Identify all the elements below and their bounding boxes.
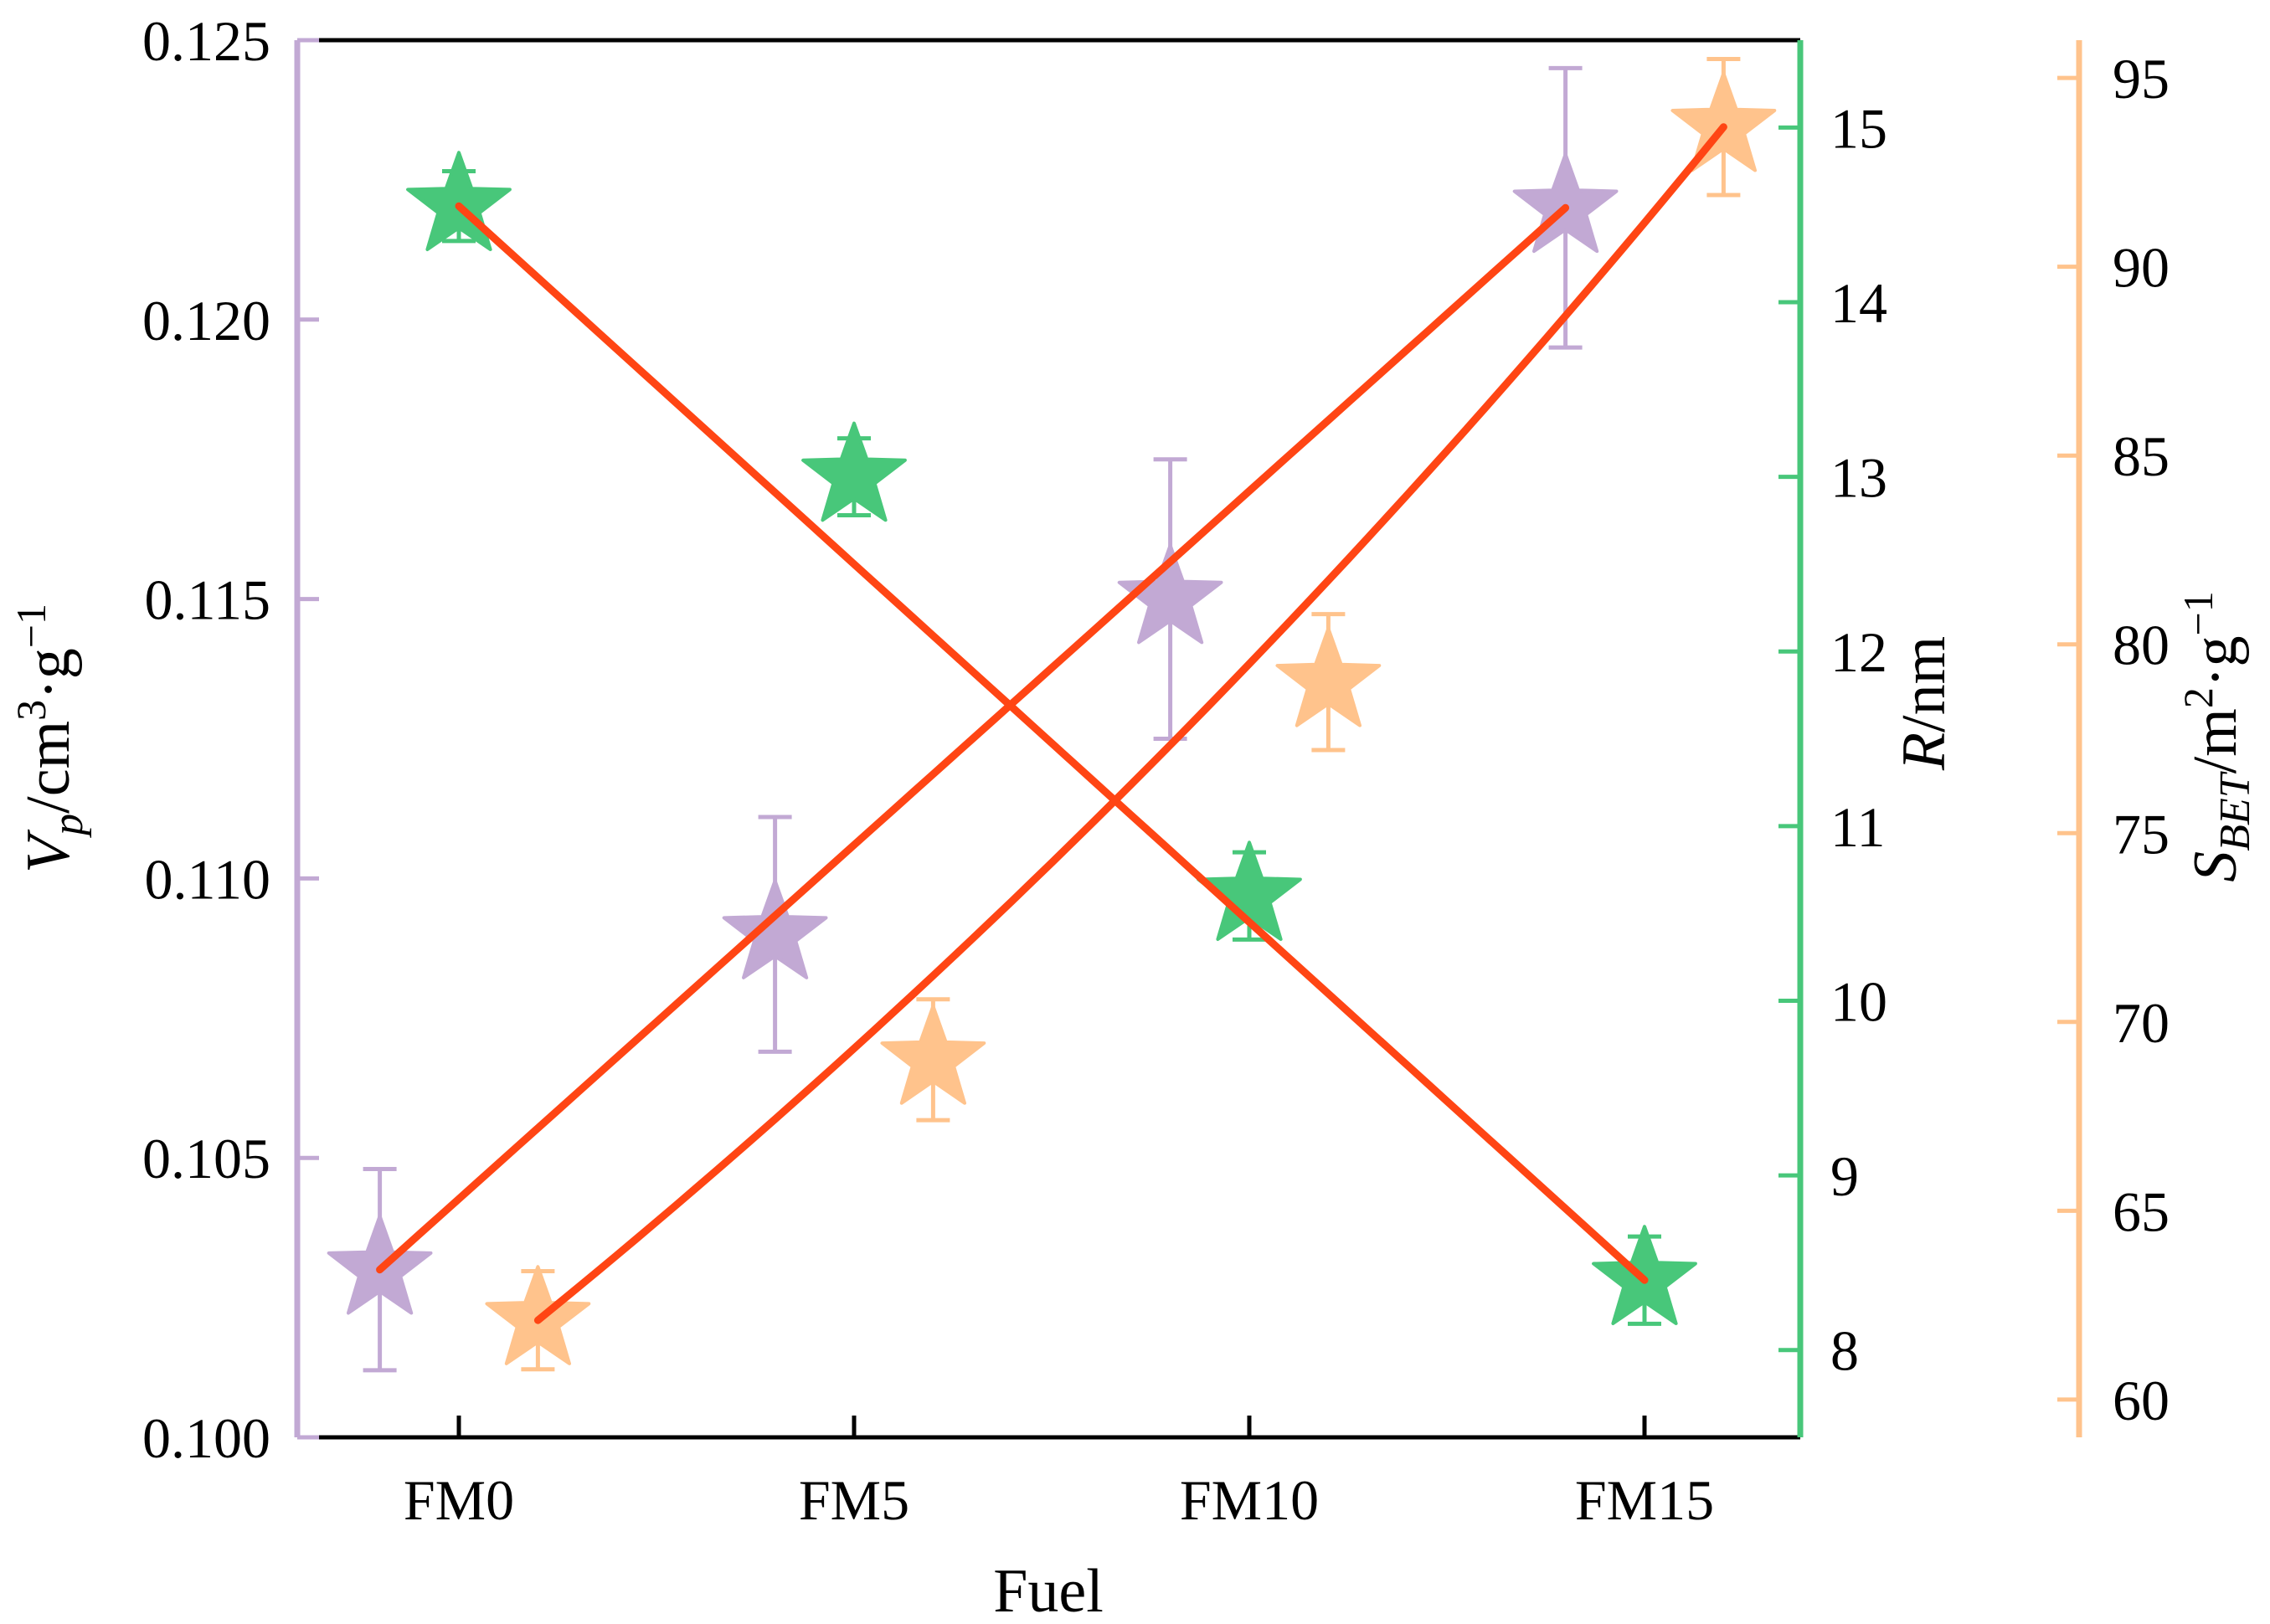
vp-axis: 0.100 0.105 0.110 0.115 0.120 0.125 <box>142 9 319 1470</box>
vp-axis-title: Vp/cm3·g−1 <box>8 604 92 873</box>
vp-tick-label: 0.125 <box>142 9 270 73</box>
error-bars <box>363 57 1741 1373</box>
r-star-marker <box>1592 1225 1697 1325</box>
data-markers <box>327 71 1777 1365</box>
r-axis: 8 9 10 11 12 13 14 15 <box>1778 40 1887 1437</box>
r-tick-label: 13 <box>1830 446 1887 510</box>
vp-star-marker <box>1117 543 1223 645</box>
vp-star-marker <box>1512 152 1619 254</box>
vp-fit-curve <box>376 203 1570 1274</box>
sbet-axis: 60 65 70 75 80 85 90 95 <box>2057 40 2170 1437</box>
sbet-tick-label: 95 <box>2113 47 2170 110</box>
sbet-tick-label: 90 <box>2113 236 2170 300</box>
x-tick-label: FM0 <box>404 1468 514 1532</box>
sbet-tick-label: 85 <box>2113 424 2170 488</box>
vp-tick-label: 0.110 <box>145 847 270 911</box>
sbet-star-marker <box>485 1265 591 1365</box>
x-axis-title: Fuel <box>993 1557 1104 1624</box>
x-tick-label: FM5 <box>799 1468 909 1532</box>
x-tick-label: FM10 <box>1180 1468 1319 1532</box>
r-star-marker <box>801 421 907 522</box>
r-tick-label: 9 <box>1830 1144 1859 1208</box>
sbet-tick-label: 75 <box>2113 802 2170 866</box>
vp-tick-label: 0.100 <box>142 1406 270 1470</box>
fit-curves <box>376 123 1727 1324</box>
vp-tick-label: 0.105 <box>142 1127 270 1190</box>
plot-frame <box>297 38 1800 1440</box>
x-tick-label: FM15 <box>1575 1468 1714 1532</box>
r-tick-label: 14 <box>1830 271 1887 335</box>
r-star-marker <box>406 151 512 251</box>
vp-star-marker <box>327 1214 433 1315</box>
x-axis: FM0 FM5 FM10 FM15 <box>404 1416 1714 1532</box>
vp-tick-label: 0.115 <box>145 568 270 632</box>
r-tick-label: 8 <box>1830 1319 1859 1383</box>
vp-tick-label: 0.120 <box>142 289 270 352</box>
sbet-star-marker <box>1670 71 1777 172</box>
sbet-axis-title: SBET/m2·g−1 <box>2175 591 2259 881</box>
sbet-fit-curve <box>533 123 1727 1324</box>
sbet-tick-label: 80 <box>2113 614 2170 677</box>
sbet-star-marker <box>1275 626 1382 727</box>
sbet-tick-label: 70 <box>2113 991 2170 1055</box>
r-tick-label: 15 <box>1830 96 1887 160</box>
sbet-tick-label: 65 <box>2113 1179 2170 1243</box>
vp-star-marker <box>722 879 828 979</box>
r-tick-label: 12 <box>1830 620 1887 684</box>
r-tick-label: 11 <box>1830 795 1885 859</box>
sbet-star-marker <box>880 1004 986 1105</box>
r-tick-label: 10 <box>1830 969 1887 1033</box>
r-axis-title: R/nm <box>1890 636 1959 771</box>
r-fit-curve <box>455 202 1649 1284</box>
sbet-tick-label: 60 <box>2113 1369 2170 1432</box>
